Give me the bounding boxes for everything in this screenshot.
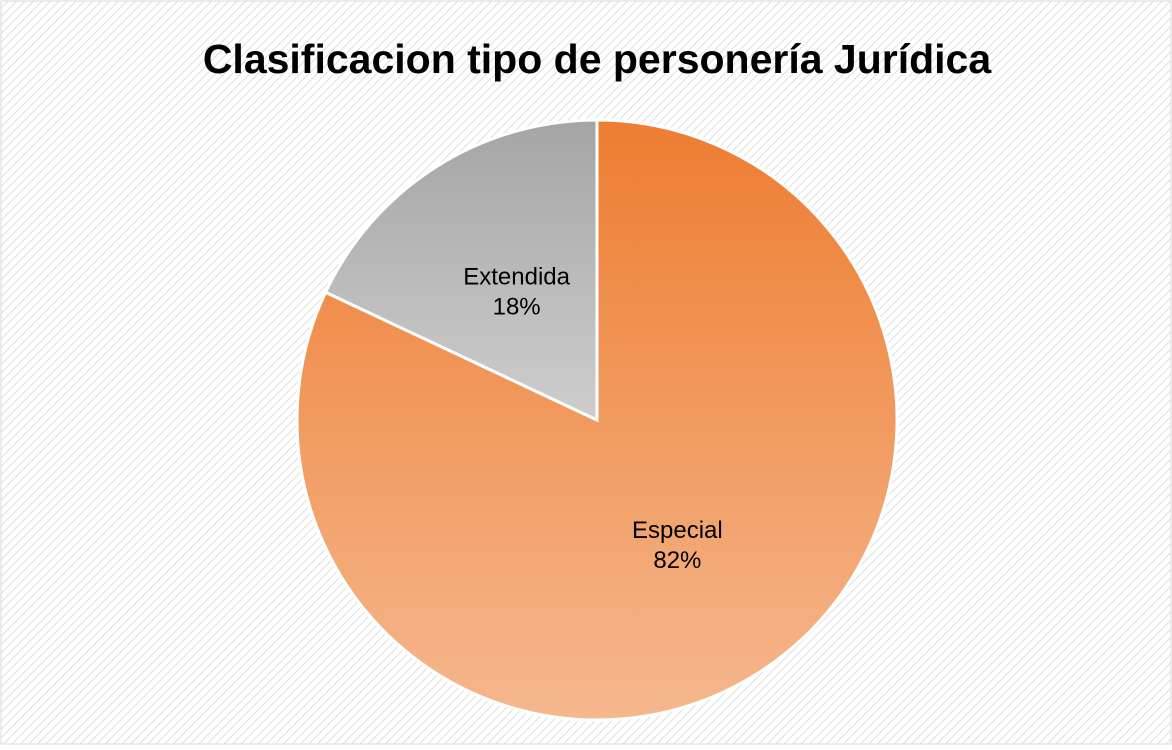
- chart-title: Clasificacion tipo de personería Jurídic…: [203, 36, 993, 82]
- slice-label-value: 18%: [493, 294, 541, 321]
- slice-label-name: Extendida: [463, 264, 570, 291]
- slice-label-name: Especial: [632, 517, 723, 544]
- pie: [295, 118, 899, 722]
- slice-label-value: 82%: [653, 547, 701, 574]
- slice-shade: [325, 120, 597, 420]
